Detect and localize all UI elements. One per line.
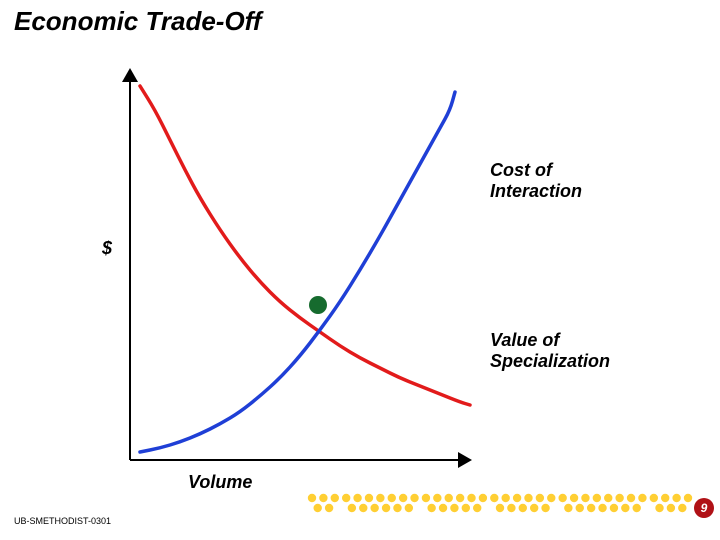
footer-dots-decoration (0, 0, 720, 540)
page-number-badge: 9 (694, 498, 714, 518)
footer-code: UB-SMETHODIST-0301 (14, 516, 111, 526)
page-number-text: 9 (701, 501, 708, 515)
